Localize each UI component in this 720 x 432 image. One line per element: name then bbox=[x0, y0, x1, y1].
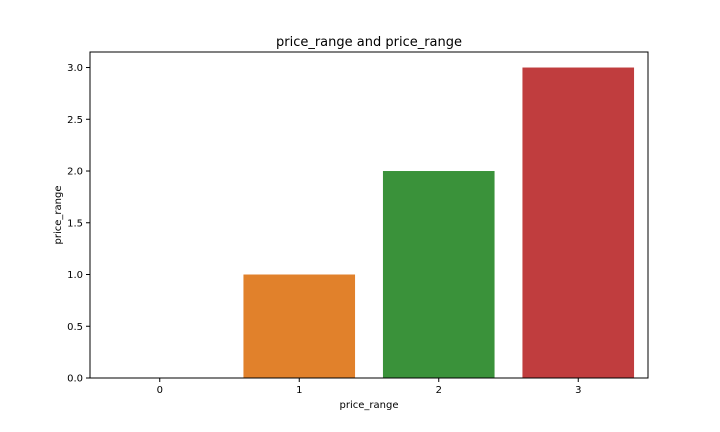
x-axis-label: price_range bbox=[340, 400, 399, 411]
chart-title: price_range and price_range bbox=[276, 35, 462, 50]
y-tick-label-1.5: 1.5 bbox=[67, 218, 83, 229]
x-tick-label-1: 1 bbox=[296, 385, 302, 396]
x-axis-ticks: 0 1 2 3 bbox=[157, 378, 581, 396]
y-tick-label-0.0: 0.0 bbox=[67, 374, 83, 385]
x-tick-label-3: 3 bbox=[575, 385, 581, 396]
y-tick-label-1.0: 1.0 bbox=[67, 270, 83, 281]
y-tick-label-0.5: 0.5 bbox=[67, 322, 83, 333]
x-tick-label-0: 0 bbox=[157, 385, 163, 396]
bar-2 bbox=[382, 171, 495, 378]
y-axis-label: price_range bbox=[53, 186, 64, 245]
y-tick-label-3.0: 3.0 bbox=[67, 63, 83, 74]
bar-1 bbox=[243, 274, 356, 378]
y-tick-label-2.0: 2.0 bbox=[67, 167, 83, 178]
y-axis-ticks: 0.0 0.5 1.0 1.5 2.0 2.5 3.0 bbox=[67, 63, 90, 385]
x-tick-label-2: 2 bbox=[436, 385, 442, 396]
y-tick-label-2.5: 2.5 bbox=[67, 115, 83, 126]
plot-frame bbox=[89, 51, 649, 379]
bar-3 bbox=[522, 67, 635, 379]
bars-group bbox=[243, 67, 635, 379]
